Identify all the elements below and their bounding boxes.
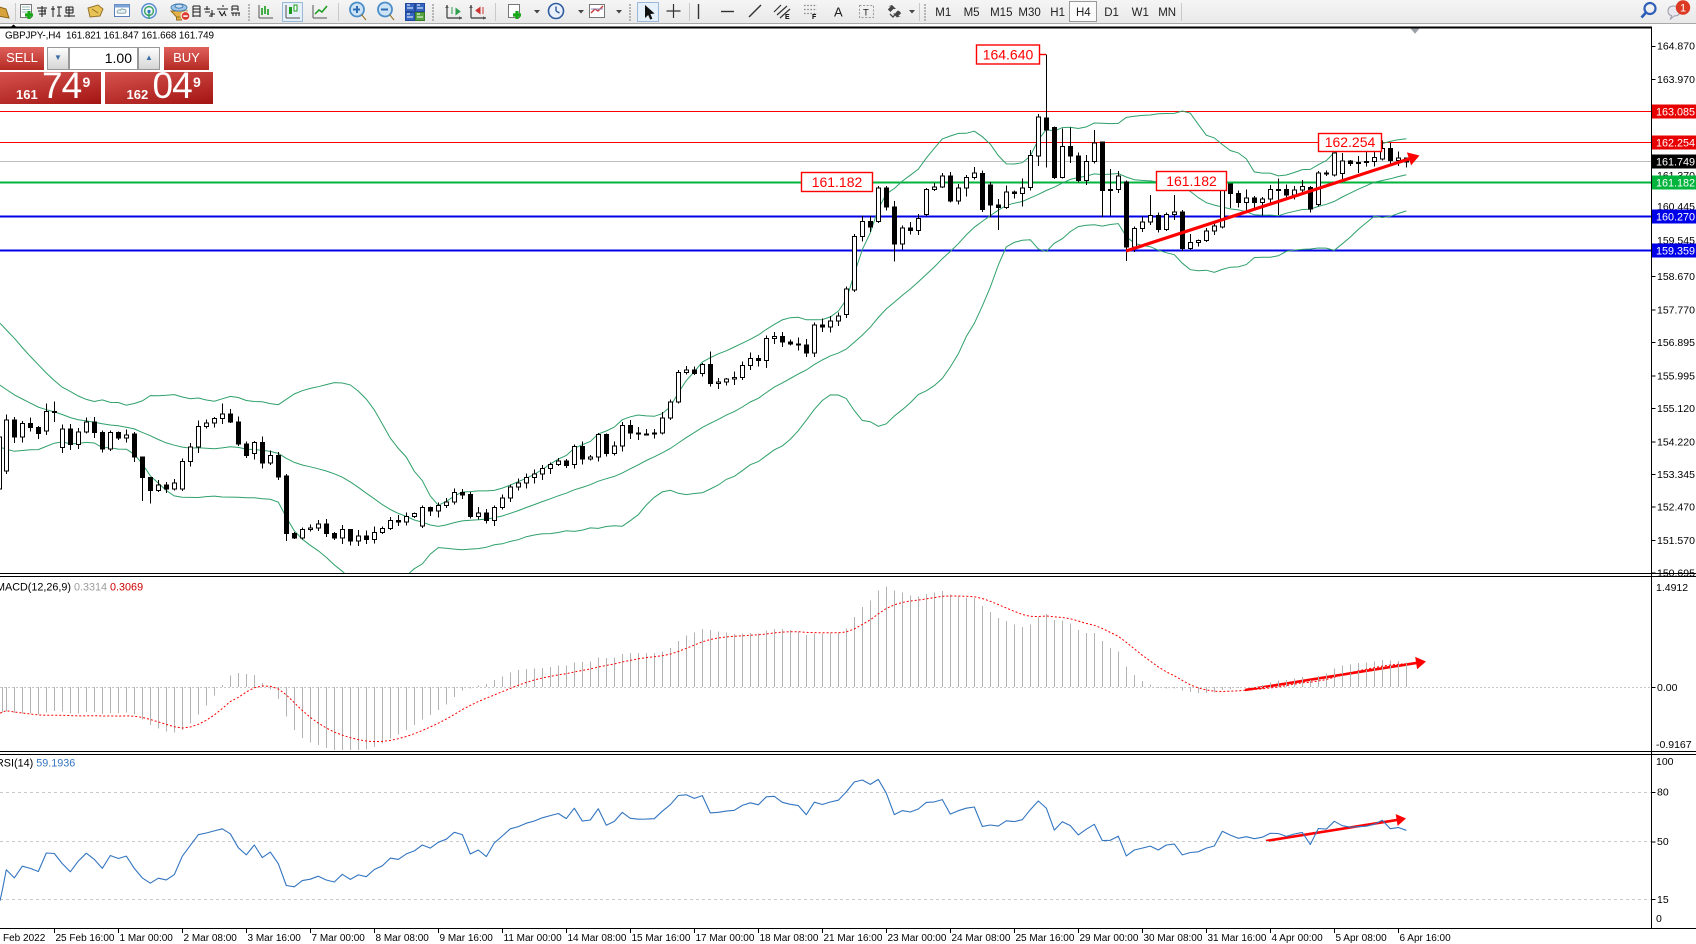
svg-text:156.895: 156.895 [1657, 337, 1695, 349]
svg-text:1 Mar 00:00: 1 Mar 00:00 [120, 933, 174, 944]
svg-text:24 Mar 08:00: 24 Mar 08:00 [952, 933, 1011, 944]
svg-text:11 Mar 00:00: 11 Mar 00:00 [504, 933, 563, 944]
svg-text:1: 1 [1680, 3, 1686, 15]
svg-text:161.182: 161.182 [1166, 173, 1217, 189]
svg-text:160.270: 160.270 [1656, 211, 1695, 223]
svg-text:155.120: 155.120 [1657, 403, 1695, 415]
svg-text:MACD(12,26,9) 0.3314 0.3069: MACD(12,26,9) 0.3314 0.3069 [0, 582, 143, 594]
svg-text:151.570: 151.570 [1657, 535, 1695, 547]
svg-text:M30: M30 [1018, 7, 1040, 19]
svg-text:M1: M1 [935, 7, 951, 19]
svg-text:100: 100 [1656, 756, 1674, 768]
svg-text:D1: D1 [1104, 7, 1119, 19]
svg-text:50: 50 [1657, 836, 1669, 848]
svg-text:18 Mar 08:00: 18 Mar 08:00 [760, 933, 819, 944]
svg-text:162.254: 162.254 [1656, 137, 1695, 149]
svg-text:161.182: 161.182 [1656, 177, 1695, 189]
svg-text:152.470: 152.470 [1657, 501, 1695, 513]
svg-text:2 Mar 08:00: 2 Mar 08:00 [184, 933, 238, 944]
svg-text:0: 0 [1656, 913, 1662, 925]
svg-text:3 Mar 16:00: 3 Mar 16:00 [248, 933, 302, 944]
svg-text:8 Mar 08:00: 8 Mar 08:00 [376, 933, 430, 944]
svg-text:4 Apr 00:00: 4 Apr 00:00 [1272, 933, 1324, 944]
svg-text:MN: MN [1158, 7, 1176, 19]
svg-text:H4: H4 [1076, 7, 1091, 19]
svg-text:161.749: 161.749 [1656, 156, 1695, 168]
svg-text:M15: M15 [990, 7, 1012, 19]
svg-text:15 Mar 16:00: 15 Mar 16:00 [632, 933, 691, 944]
svg-text:A: A [834, 5, 843, 20]
svg-text:15: 15 [1657, 894, 1669, 906]
svg-text:14 Mar 08:00: 14 Mar 08:00 [568, 933, 627, 944]
svg-text:17 Mar 00:00: 17 Mar 00:00 [696, 933, 755, 944]
svg-text:163.085: 163.085 [1656, 106, 1695, 118]
svg-text:157.770: 157.770 [1657, 305, 1695, 317]
svg-text:29 Mar 00:00: 29 Mar 00:00 [1080, 933, 1139, 944]
svg-text:161.182: 161.182 [812, 174, 863, 190]
svg-text:159.359: 159.359 [1656, 245, 1695, 257]
svg-text:153.345: 153.345 [1657, 469, 1695, 481]
svg-text:163.970: 163.970 [1657, 74, 1695, 86]
svg-text:1.4912: 1.4912 [1656, 582, 1688, 594]
svg-text:5 Apr 08:00: 5 Apr 08:00 [1336, 933, 1388, 944]
svg-text:Feb 2022: Feb 2022 [3, 933, 46, 944]
svg-text:150.695: 150.695 [1657, 567, 1695, 579]
svg-text:GBPJPY-,H4 161.821 161.847 16: GBPJPY-,H4 161.821 161.847 161.668 161.7… [5, 31, 215, 42]
svg-text:23 Mar 00:00: 23 Mar 00:00 [888, 933, 947, 944]
svg-text:162.254: 162.254 [1325, 134, 1376, 150]
svg-text:30 Mar 08:00: 30 Mar 08:00 [1144, 933, 1203, 944]
svg-text:164.640: 164.640 [983, 47, 1034, 63]
svg-text:6 Apr 16:00: 6 Apr 16:00 [1400, 933, 1452, 944]
svg-text:T: T [863, 8, 869, 19]
svg-text:H1: H1 [1050, 7, 1065, 19]
svg-text:RSI(14) 59.1936: RSI(14) 59.1936 [0, 758, 75, 770]
svg-text:9 Mar 16:00: 9 Mar 16:00 [440, 933, 494, 944]
svg-text:155.995: 155.995 [1657, 370, 1695, 382]
svg-text:M5: M5 [964, 7, 980, 19]
svg-text:164.870: 164.870 [1657, 41, 1695, 53]
svg-text:-0.9167: -0.9167 [1656, 739, 1692, 751]
svg-text:158.670: 158.670 [1657, 271, 1695, 283]
svg-text:25 Mar 16:00: 25 Mar 16:00 [1016, 933, 1075, 944]
svg-text:25 Feb 16:00: 25 Feb 16:00 [56, 933, 115, 944]
svg-text:154.220: 154.220 [1657, 436, 1695, 448]
svg-text:W1: W1 [1132, 7, 1149, 19]
svg-text:E: E [785, 14, 790, 21]
svg-text:31 Mar 16:00: 31 Mar 16:00 [1208, 933, 1267, 944]
svg-text:0.00: 0.00 [1657, 682, 1678, 694]
svg-text:80: 80 [1657, 787, 1669, 799]
svg-text:7 Mar 00:00: 7 Mar 00:00 [312, 933, 366, 944]
svg-text:F: F [812, 14, 817, 21]
svg-text:21 Mar 16:00: 21 Mar 16:00 [824, 933, 883, 944]
